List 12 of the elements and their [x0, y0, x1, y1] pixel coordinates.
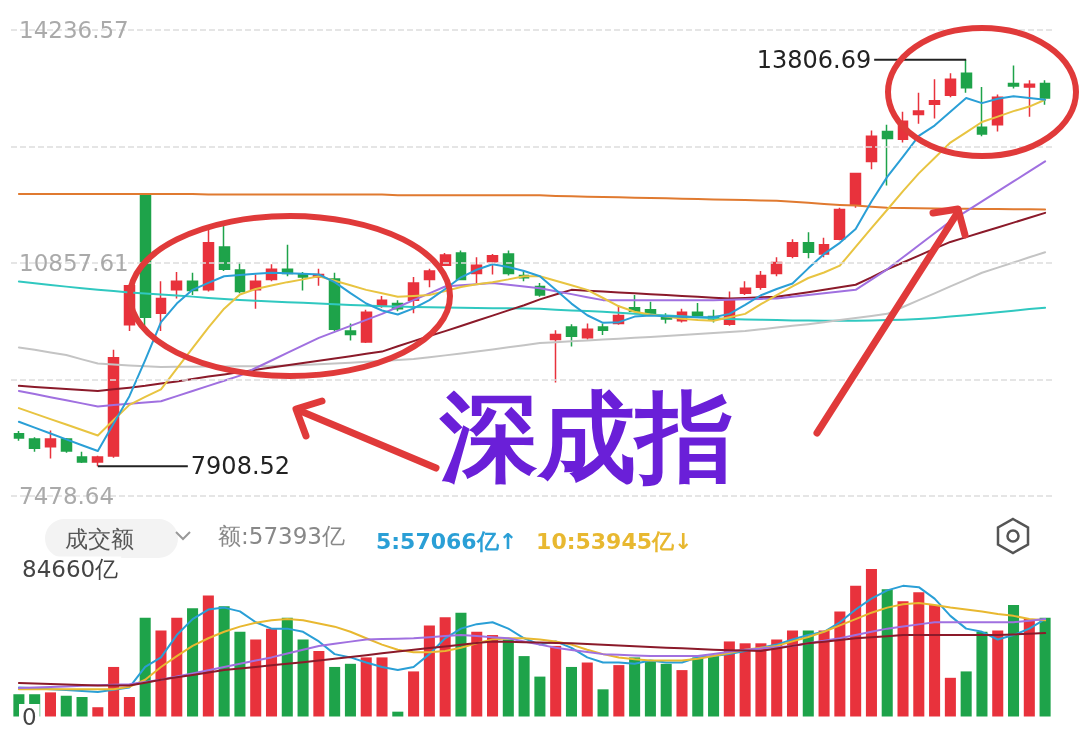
annotation: 深成指: [439, 380, 734, 494]
y-tick-label: 0: [22, 703, 37, 729]
annotation: 13806.69: [756, 45, 872, 74]
chart-title: 成交额: [65, 525, 134, 552]
y-tick-label: 14236.57: [19, 17, 129, 43]
text: 10:53945亿↓: [536, 528, 693, 554]
annotation: 7908.52: [190, 452, 291, 481]
text: 5:57066亿↑: [376, 528, 518, 554]
y-tick-label: 10857.61: [19, 250, 129, 276]
y-tick-label: 7478.64: [19, 483, 115, 509]
y-tick-label: 84660亿: [22, 556, 119, 582]
text: 额:57393亿: [218, 522, 345, 549]
